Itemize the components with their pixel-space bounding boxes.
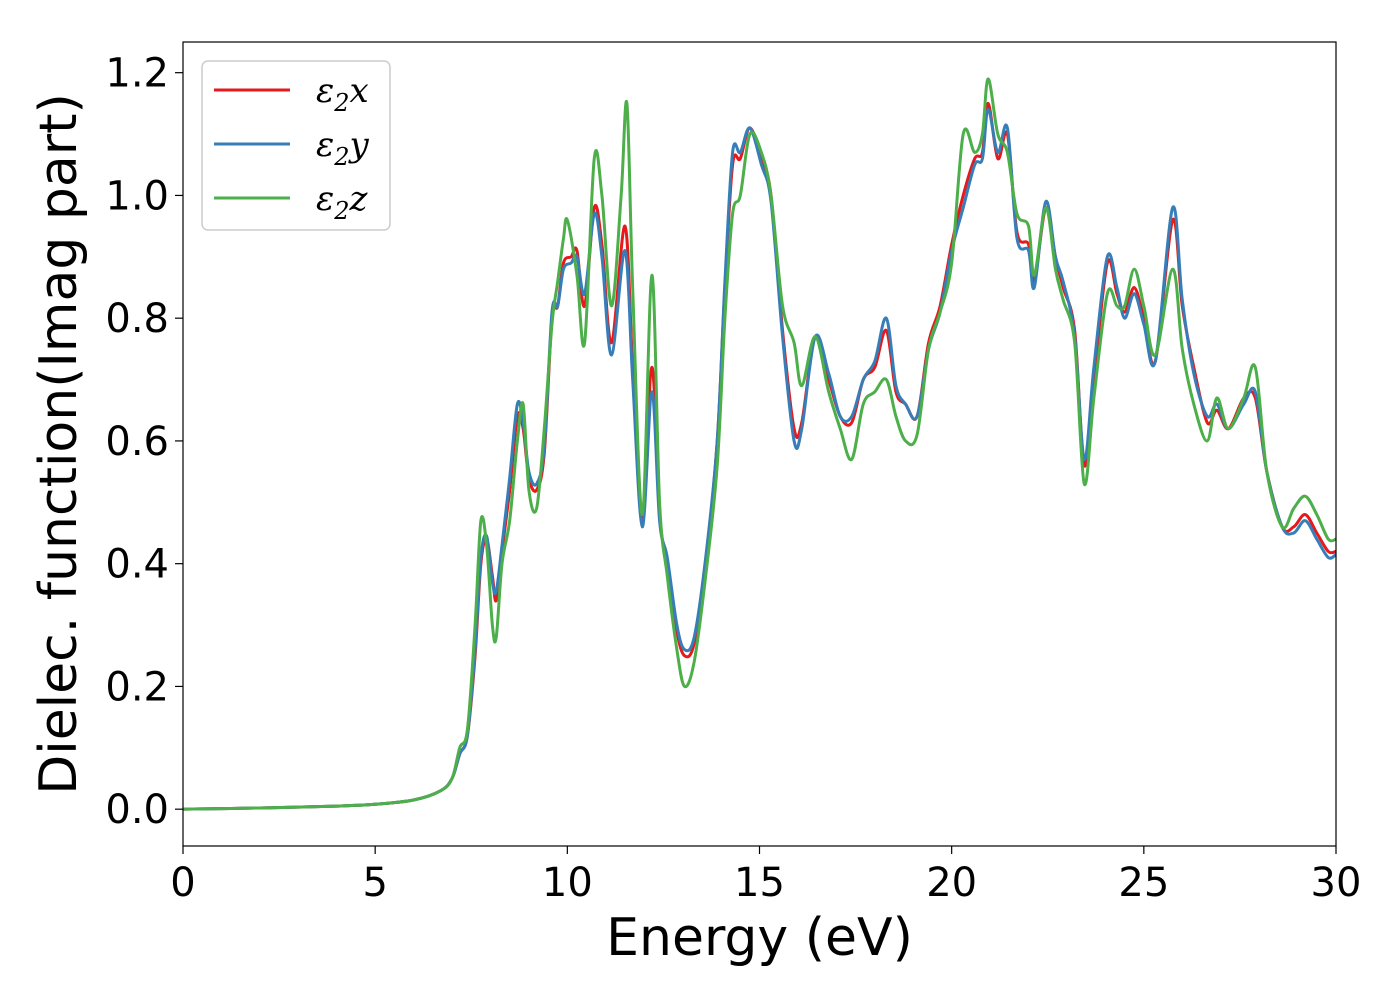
- x-tick-label: 0: [170, 860, 195, 906]
- legend-label-main: ε: [316, 71, 334, 111]
- y-tick-label: 0.8: [105, 296, 169, 342]
- x-tick-label: 5: [362, 860, 387, 906]
- y-tick-label: 0.2: [105, 664, 169, 710]
- legend-box: [201, 60, 391, 231]
- y-tick-label: 0.0: [105, 787, 169, 833]
- legend-label-sub: 2: [333, 197, 349, 225]
- legend-label-y: ε2y: [316, 125, 370, 171]
- legend-label-sub: 2: [333, 89, 349, 117]
- x-tick-label: 20: [926, 860, 977, 906]
- legend-label-z: ε2z: [316, 179, 369, 225]
- legend-label-sub: 2: [333, 143, 349, 171]
- y-axis: 0.0 0.2 0.4 0.6 0.8 1.0 1.2: [105, 51, 183, 833]
- x-axis-label: Energy (eV): [606, 908, 913, 968]
- series-line-z: [183, 77, 1336, 811]
- x-tick-label: 25: [1118, 860, 1169, 906]
- legend-label-main: ε: [316, 125, 334, 165]
- x-axis: 0 5 10 15 20 25 30: [170, 846, 1361, 906]
- y-tick-label: 1.2: [105, 51, 169, 97]
- x-tick-label: 10: [542, 860, 593, 906]
- legend-label-var: y: [348, 125, 370, 165]
- y-tick-label: 0.4: [105, 542, 169, 588]
- series-line-y: [183, 108, 1336, 811]
- legend-label-main: ε: [316, 179, 334, 219]
- x-tick-label: 15: [734, 860, 785, 906]
- x-tick-label: 30: [1311, 860, 1362, 906]
- y-tick-label: 0.6: [105, 419, 169, 465]
- y-tick-label: 1.0: [105, 173, 169, 219]
- legend-label-x: ε2x: [316, 71, 369, 117]
- plot-area: [182, 41, 1337, 847]
- y-axis-label: Dielec. function(Imag part): [29, 93, 89, 795]
- series-layer: [183, 77, 1336, 811]
- legend-label-var: x: [350, 71, 369, 111]
- legend-label-var: z: [349, 179, 369, 219]
